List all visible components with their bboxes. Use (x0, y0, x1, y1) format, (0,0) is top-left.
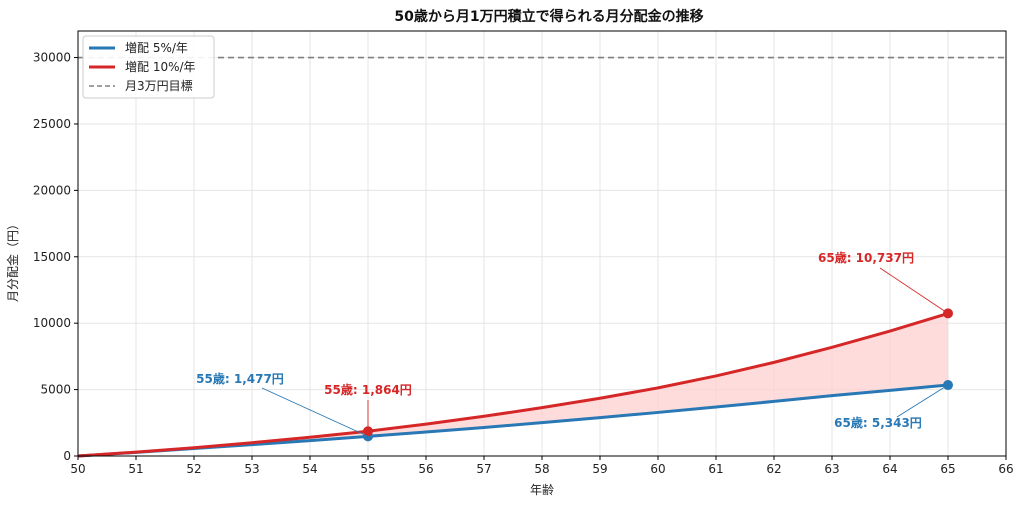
x-tick-label: 51 (128, 462, 143, 476)
legend-label: 増配 5%/年 (125, 41, 188, 55)
x-tick-label: 53 (244, 462, 259, 476)
legend-label: 月3万円目標 (125, 79, 193, 93)
x-tick-label: 54 (302, 462, 317, 476)
series-lines (77, 311, 949, 458)
y-tick-label: 0 (63, 449, 71, 463)
annotation-label: 65歳: 5,343円 (834, 415, 922, 430)
y-tick-label: 25000 (33, 117, 71, 131)
x-axis-ticks: 50 51 52 53 54 55 56 57 58 59 60 61 62 63 64 65 66 (70, 456, 1014, 476)
y-axis-label: 月分配金（円） (5, 218, 20, 302)
annotation-leader-line (896, 384, 949, 418)
annotation-label: 55歳: 1,864円 (324, 382, 412, 397)
annotation-leader-line (879, 267, 949, 314)
y-tick-label: 10000 (33, 316, 71, 330)
annotation-leader-line (261, 387, 369, 437)
y-tick-label: 30000 (33, 51, 71, 65)
x-axis-label: 年齢 (530, 482, 554, 497)
x-tick-label: 65 (940, 462, 955, 476)
y-tick-label: 5000 (40, 383, 71, 397)
legend-label: 増配 10%/年 (125, 60, 196, 74)
series-line-2 (77, 311, 949, 458)
x-tick-label: 62 (766, 462, 781, 476)
x-tick-label: 56 (418, 462, 433, 476)
x-tick-label: 55 (360, 462, 375, 476)
x-tick-label: 57 (476, 462, 491, 476)
x-tick-label: 63 (824, 462, 839, 476)
x-tick-label: 61 (708, 462, 723, 476)
fill-between-area (78, 313, 948, 456)
x-tick-label: 64 (882, 462, 897, 476)
y-axis-ticks: 0 5000 10000 15000 20000 25000 30000 (33, 51, 78, 463)
x-tick-label: 52 (186, 462, 201, 476)
x-tick-label: 60 (650, 462, 665, 476)
y-tick-label: 20000 (33, 183, 71, 197)
x-tick-label: 59 (592, 462, 607, 476)
annotations: 55歳: 1,477円 55歳: 1,864円 65歳: 10,737円 65歳: 5… (196, 250, 949, 437)
x-tick-label: 50 (70, 462, 85, 476)
x-tick-label: 66 (998, 462, 1013, 476)
legend-box (82, 35, 215, 99)
y-tick-label: 15000 (33, 250, 71, 264)
annotation-label: 55歳: 1,477円 (196, 371, 284, 386)
annotation-label: 65歳: 10,737円 (818, 250, 914, 265)
x-tick-label: 58 (534, 462, 549, 476)
chart-title: 50歳から月1万円積立で得られる月分配金の推移 (394, 8, 703, 25)
